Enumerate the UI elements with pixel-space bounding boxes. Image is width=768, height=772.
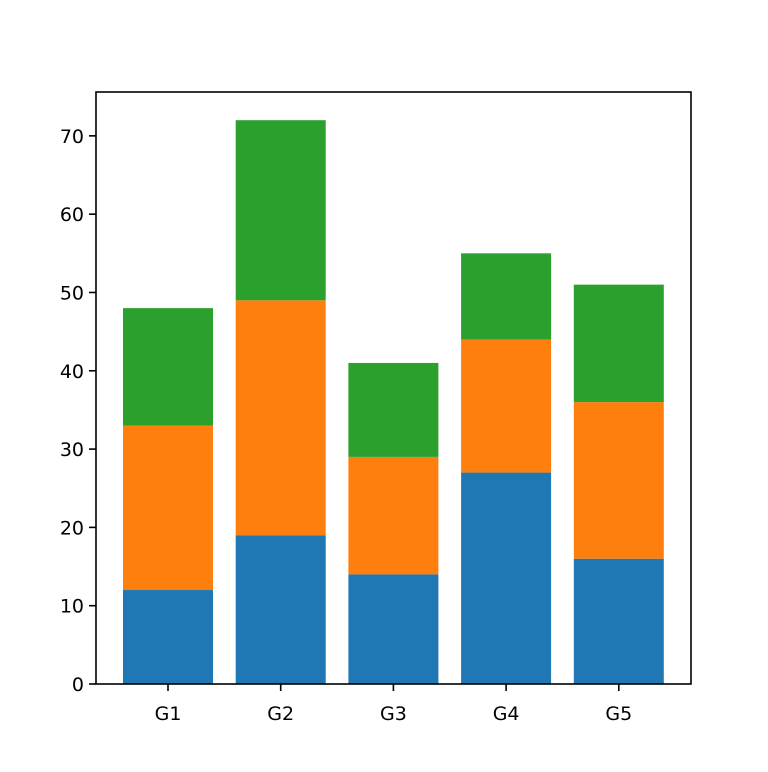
y-axis: 0 10 20 30 40 50 60 70 [60, 126, 96, 696]
y-tick-label: 20 [60, 517, 84, 539]
bar-segment-g1-series-3 [123, 308, 213, 426]
bar-segment-g4-series-3 [461, 253, 552, 340]
bar-segment-g3-series-3 [348, 362, 439, 457]
bar-segment-g5-series-3 [573, 284, 664, 403]
y-tick-label: 40 [60, 361, 84, 383]
bars [123, 120, 664, 684]
x-tick-label: G4 [493, 703, 520, 725]
x-tick-label: G3 [380, 703, 407, 725]
bar-segment-g4-series-2 [461, 339, 552, 473]
x-axis: G1 G2 G3 G4 G5 [155, 684, 632, 725]
y-tick-label: 70 [60, 126, 84, 148]
x-tick-label: G2 [267, 703, 294, 725]
y-tick-label: 10 [60, 596, 84, 618]
bar-segment-g1-series-2 [123, 425, 213, 591]
bar-segment-g5-series-2 [573, 402, 664, 559]
bar-segment-g2-series-3 [235, 120, 326, 301]
bar-segment-g4-series-1 [461, 472, 552, 684]
bar-segment-g1-series-1 [123, 590, 213, 684]
bar-segment-g3-series-1 [348, 574, 439, 684]
y-tick-label: 0 [72, 674, 84, 696]
y-tick-label: 50 [60, 282, 84, 304]
bar-segment-g3-series-2 [348, 456, 439, 575]
bar-segment-g2-series-1 [235, 535, 326, 684]
y-tick-label: 60 [60, 204, 84, 226]
x-tick-label: G1 [155, 703, 182, 725]
bar-segment-g2-series-2 [235, 300, 326, 536]
bar-segment-g5-series-1 [573, 558, 664, 684]
x-tick-label: G5 [605, 703, 632, 725]
y-tick-label: 30 [60, 439, 84, 461]
